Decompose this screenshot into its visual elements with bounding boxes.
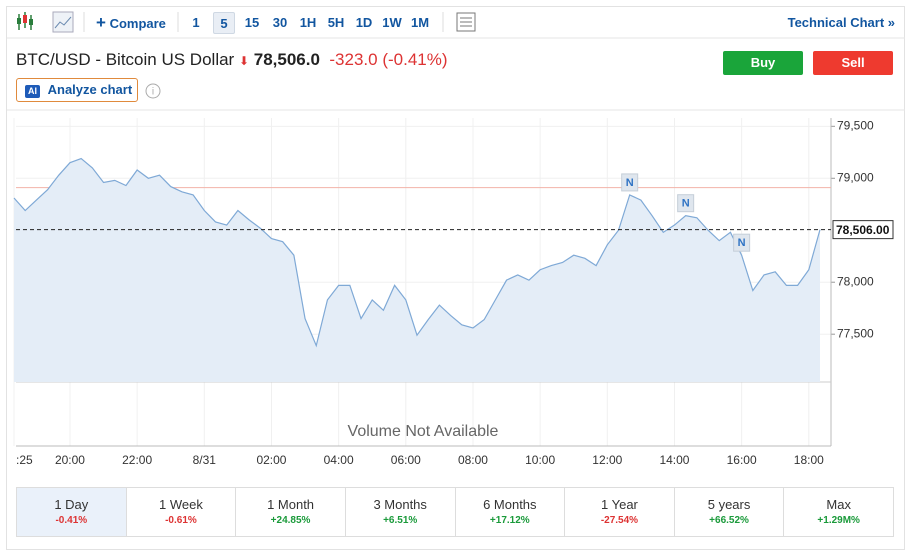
chart: i 77,50078,00079,00079,500Investing.comV…: [7, 11, 905, 467]
period-cell[interactable]: 1 Month +24.85%: [236, 488, 346, 536]
news-marker: [677, 194, 695, 213]
area: [14, 158, 820, 382]
x-tick-label: 08:00: [458, 453, 488, 467]
down-arrow: ⬇: [238, 54, 250, 68]
interval-button[interactable]: 1M: [410, 15, 430, 30]
period-table: 1 Day -0.41% 1 Week -0.61% 1 Month +24.85% 3 M…: [16, 487, 894, 537]
y-tick-label: 79,000: [837, 170, 874, 184]
analyze-label: Analyze chart: [47, 82, 133, 97]
interval-button[interactable]: 15: [244, 15, 260, 30]
period-cell[interactable]: 1 Week -0.61%: [127, 488, 237, 536]
news-marker-label: N: [738, 237, 746, 249]
period-change: +1.29M%: [817, 515, 860, 526]
interval-button[interactable]: 5: [213, 12, 235, 34]
period-label: 5 years: [707, 497, 751, 512]
svg-text:i: i: [152, 87, 154, 98]
x-tick-label: 04:00: [324, 453, 354, 467]
interval-button[interactable]: 5H: [327, 15, 345, 30]
period-label: 6 Months: [483, 497, 537, 512]
period-label: 3 Months: [373, 497, 427, 512]
volume-note: Volume Not Available: [348, 423, 499, 440]
news-marker-label: N: [626, 177, 634, 189]
x-tick-label: 20:00: [55, 453, 85, 467]
y-tick-label: 77,500: [837, 326, 874, 340]
period-change: +17.12%: [489, 515, 530, 526]
period-change: +6.51%: [383, 515, 418, 526]
interval-button[interactable]: 1W: [382, 15, 402, 30]
interval-button[interactable]: 30: [272, 15, 288, 30]
x-tick-label: 14:00: [659, 453, 689, 467]
x-tick-label: :25: [16, 453, 33, 467]
period-change: -27.54%: [600, 515, 639, 526]
period-label: 1 Week: [159, 497, 203, 512]
period-cell[interactable]: Max +1.29M%: [784, 488, 893, 536]
x-tick-label: 8/31: [193, 453, 217, 467]
period-change: +24.85%: [270, 515, 311, 526]
period-label: 1 Day: [54, 497, 89, 512]
price-change: -323.0: [329, 50, 378, 69]
x-tick-label: 22:00: [122, 453, 152, 467]
period-cell[interactable]: 6 Months +17.12%: [456, 488, 566, 536]
quote-line: BTC/USD - Bitcoin US Dollar ⬇ 78,506.0 -…: [16, 50, 448, 70]
compare-label: Compare: [109, 16, 166, 31]
ai-badge: AI: [25, 85, 40, 98]
news-marker-label: N: [682, 198, 690, 210]
x-tick-label: 02:00: [256, 453, 286, 467]
y-tick-label: 78,000: [837, 274, 874, 288]
technical-chart-link[interactable]: Technical Chart »: [787, 15, 895, 30]
current-price-label: 78,506.00: [836, 223, 890, 237]
interval-button[interactable]: 1H: [299, 15, 317, 30]
period-cell[interactable]: 5 years +66.52%: [675, 488, 785, 536]
compare-button[interactable]: + Compare: [96, 13, 166, 32]
sell-button[interactable]: Sell: [813, 51, 893, 75]
x-tick-label: 10:00: [525, 453, 555, 467]
toolbar-icons: i: [7, 11, 905, 111]
buy-button[interactable]: Buy: [723, 51, 803, 75]
period-cell[interactable]: 1 Year -27.54%: [565, 488, 675, 536]
price: 78,506.0: [253, 50, 320, 69]
y-tick-label: 79,500: [837, 118, 874, 132]
period-cell[interactable]: 1 Day -0.41%: [17, 488, 127, 536]
news-marker: [733, 233, 751, 252]
x-tick-label: 06:00: [391, 453, 421, 467]
frame: [6, 6, 905, 550]
price-change-percent: (-0.41%): [382, 50, 448, 69]
x-tick-label: 12:00: [592, 453, 622, 467]
instrument-name: BTC/USD - Bitcoin US Dollar: [16, 50, 235, 69]
analyze-chart-button[interactable]: AI Analyze chart: [16, 78, 138, 102]
interval-button[interactable]: 1D: [355, 15, 373, 30]
news-marker: [621, 173, 639, 192]
interval-button[interactable]: 1: [192, 15, 200, 30]
period-cell[interactable]: 3 Months +6.51%: [346, 488, 456, 536]
period-label: 1 Year: [601, 497, 638, 512]
current-price-box: [832, 220, 894, 240]
x-tick-label: 16:00: [727, 453, 757, 467]
x-tick-label: 18:00: [794, 453, 824, 467]
period-label: 1 Month: [267, 497, 315, 512]
price-line: [13, 157, 821, 348]
period-change: -0.41%: [55, 515, 88, 526]
period-change: -0.61%: [165, 515, 197, 526]
period-label: Max: [826, 497, 851, 512]
period-change: +66.52%: [709, 515, 749, 526]
